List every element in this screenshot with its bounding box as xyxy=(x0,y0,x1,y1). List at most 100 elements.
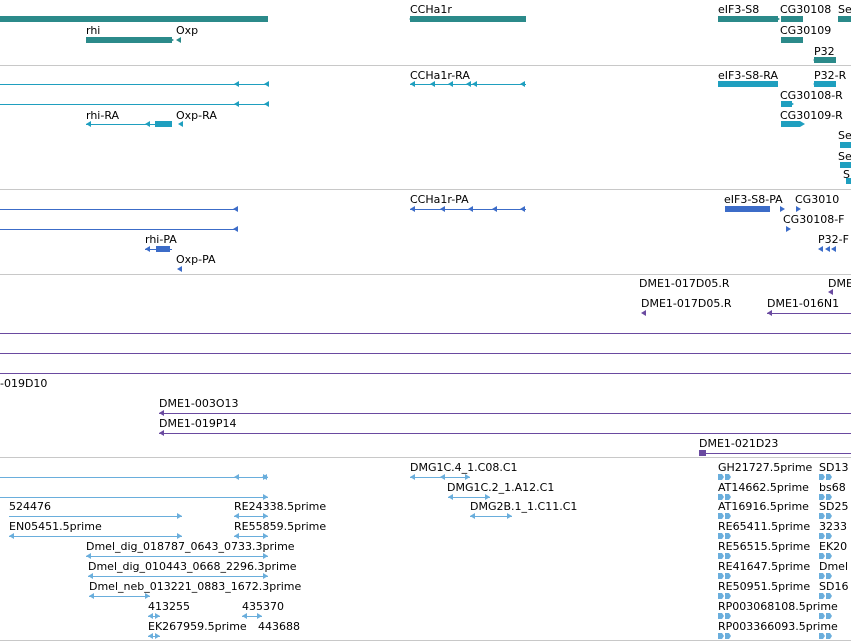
est-glyph[interactable] xyxy=(826,533,832,539)
est-glyph[interactable] xyxy=(234,474,239,480)
est-glyph[interactable] xyxy=(448,494,453,500)
protein-label[interactable]: CG30108-F xyxy=(783,213,845,226)
transcript-label[interactable]: Oxp-RA xyxy=(176,109,217,122)
protein-glyph[interactable] xyxy=(177,266,182,272)
gene-label[interactable]: Oxp xyxy=(176,24,199,37)
gene-glyph[interactable] xyxy=(781,16,803,22)
est-glyph[interactable] xyxy=(819,494,825,500)
gene-label[interactable]: CCHa1r xyxy=(410,3,452,16)
transcript-label[interactable]: P32-R xyxy=(814,69,847,82)
est-glyph[interactable] xyxy=(263,553,268,559)
est-glyph[interactable] xyxy=(826,593,832,599)
protein-glyph[interactable] xyxy=(725,206,770,212)
est-glyph[interactable] xyxy=(257,613,262,619)
est-glyph[interactable] xyxy=(725,633,731,639)
est-glyph[interactable] xyxy=(826,633,832,639)
est-glyph[interactable] xyxy=(718,533,724,539)
protein-glyph[interactable] xyxy=(410,206,415,212)
est-glyph[interactable] xyxy=(819,533,825,539)
est-glyph[interactable] xyxy=(819,553,825,559)
est-label[interactable]: Dmel xyxy=(819,560,849,573)
est-label[interactable]: 413255 xyxy=(148,600,190,613)
est-glyph[interactable] xyxy=(263,494,268,500)
gene-label[interactable]: Se xyxy=(838,3,851,16)
transcript-glyph[interactable] xyxy=(466,81,471,87)
clone-label[interactable]: DME1-021D23 xyxy=(699,437,779,450)
est-glyph[interactable] xyxy=(485,494,490,500)
est-label[interactable]: 3233 xyxy=(819,520,847,533)
transcript-label[interactable]: rhi-RA xyxy=(86,109,120,122)
est-label[interactable]: RE65411.5prime xyxy=(718,520,811,533)
est-glyph[interactable] xyxy=(826,573,832,579)
est-label[interactable]: 524476 xyxy=(9,500,51,513)
gene-label[interactable]: eIF3-S8 xyxy=(718,3,760,16)
protein-glyph[interactable] xyxy=(440,206,445,212)
est-glyph[interactable] xyxy=(725,593,731,599)
clone-label[interactable]: DME1-016N1 xyxy=(767,297,840,310)
gene-glyph[interactable] xyxy=(718,16,778,22)
est-glyph[interactable] xyxy=(826,613,832,619)
clone-label[interactable]: DME1-017D05.R xyxy=(639,277,730,290)
protein-glyph[interactable] xyxy=(233,206,238,212)
est-glyph[interactable] xyxy=(718,573,724,579)
est-label[interactable]: EK20 xyxy=(819,540,848,553)
protein-label[interactable]: Oxp-PA xyxy=(176,253,216,266)
clone-glyph[interactable] xyxy=(828,289,833,295)
transcript-glyph[interactable] xyxy=(234,101,239,107)
transcript-glyph[interactable] xyxy=(520,81,525,87)
gene-label[interactable]: rhi xyxy=(86,24,101,37)
est-label[interactable]: 435370 xyxy=(242,600,284,613)
transcript-label[interactable]: eIF3-S8-RA xyxy=(718,69,778,82)
protein-label[interactable]: rhi-PA xyxy=(145,233,177,246)
est-glyph[interactable] xyxy=(819,573,825,579)
transcript-glyph[interactable] xyxy=(781,121,800,127)
transcript-glyph[interactable] xyxy=(789,101,794,107)
est-glyph[interactable] xyxy=(725,474,731,480)
est-label[interactable]: bs68 xyxy=(819,481,846,494)
gene-glyph[interactable] xyxy=(781,37,803,43)
est-label[interactable]: RE50951.5prime xyxy=(718,580,811,593)
est-label[interactable]: GH21727.5prime xyxy=(718,461,813,474)
transcript-glyph[interactable] xyxy=(410,81,415,87)
protein-glyph[interactable] xyxy=(156,246,170,252)
clone-glyph[interactable] xyxy=(767,310,772,316)
protein-glyph[interactable] xyxy=(145,246,150,252)
est-label[interactable]: RE41647.5prime xyxy=(718,560,811,573)
gene-label[interactable]: CG30109 xyxy=(780,24,832,37)
transcript-glyph[interactable] xyxy=(472,81,477,87)
transcript-glyph[interactable] xyxy=(781,101,792,107)
est-glyph[interactable] xyxy=(718,613,724,619)
est-glyph[interactable] xyxy=(725,494,731,500)
gene-glyph[interactable] xyxy=(775,16,780,22)
clone-label[interactable]: DME1-017D05.R xyxy=(641,297,732,310)
protein-label[interactable]: eIF3-S8-PA xyxy=(724,193,783,206)
est-glyph[interactable] xyxy=(819,613,825,619)
est-label[interactable]: 443688 xyxy=(258,620,300,633)
est-glyph[interactable] xyxy=(89,593,94,599)
protein-label[interactable]: CCHa1r-PA xyxy=(410,193,469,206)
est-label[interactable]: RE24338.5prime xyxy=(234,500,327,513)
transcript-glyph[interactable] xyxy=(840,162,851,168)
transcript-glyph[interactable] xyxy=(813,81,818,87)
est-label[interactable]: SD13 xyxy=(819,461,849,474)
transcript-label[interactable]: CCHa1r-RA xyxy=(410,69,470,82)
est-glyph[interactable] xyxy=(145,593,150,599)
transcript-glyph[interactable] xyxy=(86,121,91,127)
est-label[interactable]: SD25 xyxy=(819,500,849,513)
transcript-glyph[interactable] xyxy=(234,81,239,87)
est-label[interactable]: Dmel_dig_010443_0668_2296.3prime xyxy=(88,560,297,573)
est-glyph[interactable] xyxy=(155,633,160,639)
transcript-glyph[interactable] xyxy=(264,81,269,87)
protein-glyph[interactable] xyxy=(818,246,823,252)
protein-glyph[interactable] xyxy=(468,206,473,212)
est-glyph[interactable] xyxy=(263,533,268,539)
clone-glyph[interactable] xyxy=(159,410,164,416)
est-glyph[interactable] xyxy=(819,513,825,519)
protein-label[interactable]: CG3010 xyxy=(795,193,840,206)
clone-label[interactable]: DME1 xyxy=(828,277,851,290)
est-label[interactable]: Dmel_neb_013221_0883_1672.3prime xyxy=(89,580,302,593)
transcript-glyph[interactable] xyxy=(178,121,183,127)
est-glyph[interactable] xyxy=(263,573,268,579)
est-glyph[interactable] xyxy=(263,513,268,519)
transcript-glyph[interactable] xyxy=(264,101,269,107)
